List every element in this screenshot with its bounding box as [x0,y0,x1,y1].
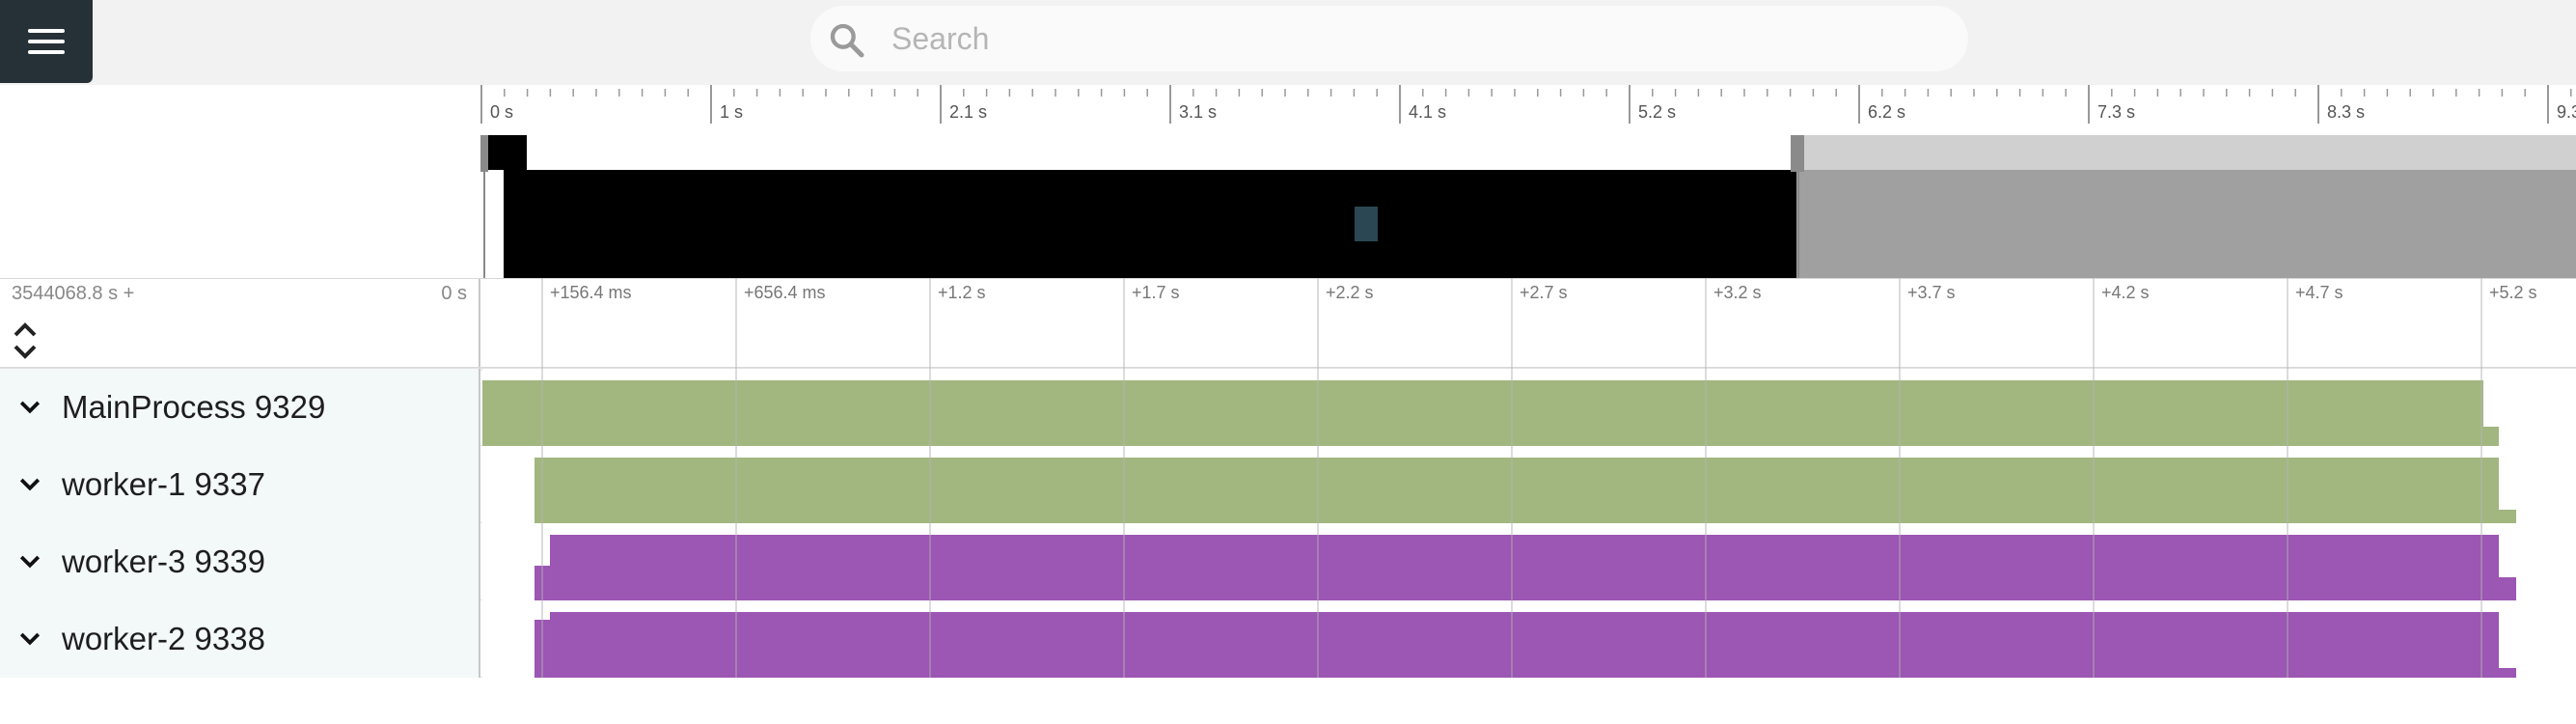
process-slice [482,380,2483,446]
track-worker-1[interactable]: worker-1 9337 [0,446,2576,523]
track-slices [534,535,2516,600]
chevron-down-icon[interactable] [15,470,44,499]
overview-unselected-body [1796,170,2576,278]
axis-tick-label: +3.2 s [1713,283,1762,302]
overview-tick-label: 2.1 s [949,102,988,122]
track-worker-3[interactable]: worker-3 9339 [0,523,2576,600]
track-slices [534,612,2516,678]
track-body[interactable] [480,369,2576,446]
track-title: worker-1 9337 [62,466,265,502]
process-slice-head [534,469,550,523]
chevron-down-icon[interactable] [15,625,44,654]
process-slice-tail [2499,510,2516,523]
axis-left-panel: 3544068.8 s + 0 s [0,279,480,368]
axis-tick-label: +1.2 s [938,283,986,302]
axis-tick-label: +3.7 s [1907,283,1956,302]
overview-tick-label: 9.3 [2557,102,2576,122]
search-input[interactable] [891,17,1914,60]
axis-tick-label: +1.7 s [1132,283,1180,302]
overview-axis: 0 s 1 s 2.1 s 3.1 s 4.1 s 5.2 s 6.2 s 7.3 s 8.3 … [480,85,2576,135]
process-slice-head [534,620,550,678]
process-slice-head [534,566,550,600]
axis-tick-label: +156.4 ms [550,283,632,302]
menu-icon-bar [28,40,65,43]
track-body[interactable] [482,446,2576,523]
overview-minor-ticks [480,85,2572,124]
axis-tick-label: +5.2 s [2489,283,2537,302]
hamburger-menu-button[interactable] [0,0,93,83]
process-slice-tail [2483,427,2499,446]
track-list: MainProcess 9329 worker-1 9337 [0,369,2576,678]
overview-selected-body [504,170,1796,278]
overview-tick-label: 8.3 s [2327,102,2366,122]
chevron-down-icon[interactable] [15,547,44,576]
process-slice [550,535,2499,600]
process-slice-head [480,432,484,446]
process-slice [550,612,2499,678]
track-header[interactable]: worker-2 9338 [0,600,480,678]
menu-icon-bar [28,29,65,33]
overview-selected-small [488,135,527,170]
time-axis: 3544068.8 s + 0 s +156.4 ms +656.4 ms +1.2… [0,278,2576,368]
track-slices [534,458,2516,523]
overview-tick-label: 6.2 s [1868,102,1906,122]
track-header[interactable]: worker-3 9339 [0,523,480,600]
overview-tick-label: 0 s [490,102,514,122]
axis-tick-label: +4.2 s [2101,283,2150,302]
overview-tick-label: 4.1 s [1409,102,1447,122]
search-icon [830,23,864,58]
overview-marker [1355,207,1378,241]
overview-tick-label: 1 s [720,102,744,122]
track-slices [480,380,2499,446]
axis-tick-label: +656.4 ms [744,283,826,302]
overview-tick-label: 3.1 s [1179,102,1218,122]
overview-tick-label: 5.2 s [1638,102,1677,122]
process-slice-tail [2499,577,2516,600]
process-slice [550,458,2499,523]
track-worker-2[interactable]: worker-2 9338 [0,600,2576,678]
overview-tick-label: 7.3 s [2097,102,2136,122]
overview-unselected-top [1796,135,2576,170]
track-header[interactable]: MainProcess 9329 [0,369,480,446]
track-main-process[interactable]: MainProcess 9329 [0,369,2576,446]
expand-collapse-all-icon[interactable] [12,320,39,362]
track-title: MainProcess 9329 [62,389,326,425]
time-offset-label: 3544068.8 s + [12,283,135,304]
overview-chart [480,135,2576,278]
overview-timeline[interactable]: 0 s 1 s 2.1 s 3.1 s 4.1 s 5.2 s 6.2 s 7.3 s 8.3 … [0,85,2576,278]
track-title: worker-3 9339 [62,543,265,579]
chevron-down-icon[interactable] [15,393,44,422]
process-slice-tail [2499,668,2516,678]
track-header[interactable]: worker-1 9337 [0,446,480,523]
track-body[interactable] [482,600,2576,678]
track-title: worker-2 9338 [62,621,265,656]
axis-tick-label: +4.7 s [2295,283,2343,302]
top-bar [0,0,2576,85]
search-box[interactable] [810,6,1968,71]
axis-tick-label: +2.2 s [1326,283,1374,302]
time-zero-label: 0 s [441,283,467,304]
menu-icon-bar [28,50,65,54]
axis-tick-label: +2.7 s [1520,283,1568,302]
overview-track[interactable] [480,135,2576,278]
track-body[interactable] [482,523,2576,600]
